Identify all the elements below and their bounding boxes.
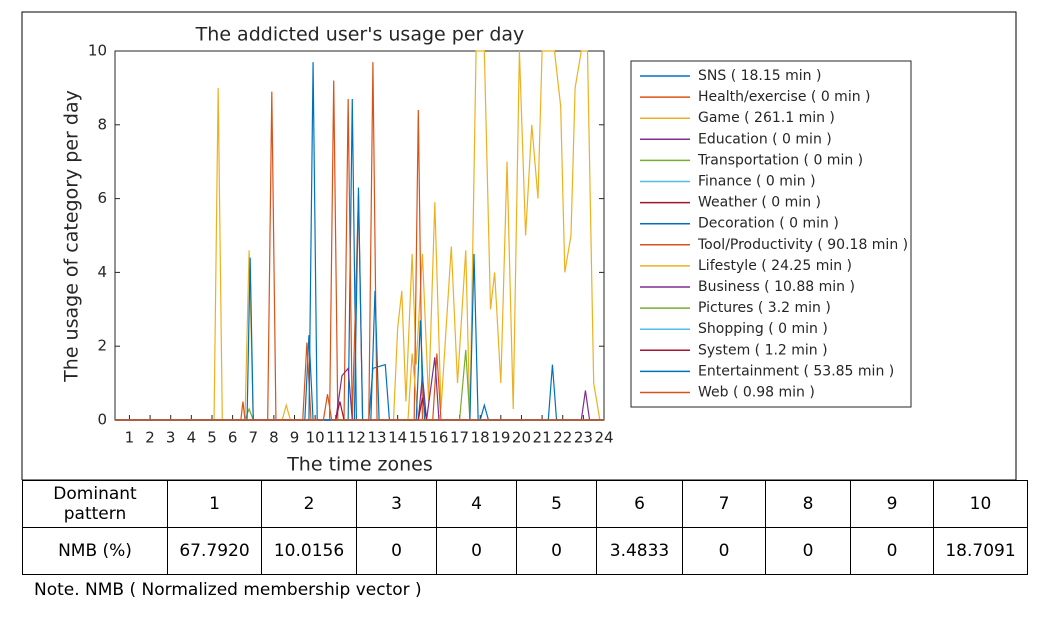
table-cell: 0 — [436, 527, 517, 575]
x-tick-label: 6 — [228, 429, 238, 447]
x-tick-label: 4 — [187, 429, 197, 447]
x-tick-label: 22 — [553, 429, 572, 447]
table-cell: 0 — [516, 527, 597, 575]
y-tick-label: 10 — [88, 42, 107, 60]
legend-label: Health/exercise ( 0 min ) — [698, 89, 871, 105]
legend-label: Weather ( 0 min ) — [698, 195, 821, 211]
x-tick-label: 13 — [367, 429, 386, 447]
legend-label: Shopping ( 0 min ) — [698, 321, 828, 337]
table-cell: 3 — [356, 480, 437, 528]
table-cell: 0 — [765, 527, 851, 575]
table-cell: 5 — [516, 480, 597, 528]
table-cell: 10 — [933, 480, 1028, 528]
x-tick-label: 17 — [450, 429, 469, 447]
legend-label: Tool/Productivity ( 90.18 min ) — [697, 237, 908, 253]
table-cell: 67.7920 — [167, 527, 262, 575]
x-tick-label: 11 — [326, 429, 345, 447]
legend-label: Game ( 261.1 min ) — [698, 110, 835, 126]
table-cell: 8 — [765, 480, 851, 528]
table-cell: Dominant pattern — [22, 480, 168, 528]
legend-label: Transportation ( 0 min ) — [697, 152, 863, 168]
x-tick-label: 9 — [290, 429, 300, 447]
x-tick-label: 23 — [574, 429, 593, 447]
legend-label: Decoration ( 0 min ) — [698, 216, 839, 232]
table-cell: 4 — [436, 480, 517, 528]
table-row: Dominant pattern 1 2 3 4 5 6 7 8 9 10 — [22, 480, 1028, 528]
chart-frame — [21, 11, 1017, 480]
legend-label: Pictures ( 3.2 min ) — [698, 300, 831, 316]
x-tick-label: 7 — [248, 429, 258, 447]
legend-label: Business ( 10.88 min ) — [698, 279, 855, 295]
x-tick-label: 8 — [269, 429, 279, 447]
note: Note. NMB ( Normalized membership vector… — [34, 580, 422, 600]
table-cell: 18.7091 — [933, 527, 1028, 575]
legend-label: Entertainment ( 53.85 min ) — [698, 363, 894, 379]
chart: The addicted user's usage per day The ti… — [21, 11, 1017, 480]
table-cell: 6 — [596, 480, 683, 528]
line — [115, 50, 604, 421]
x-tick-label: 20 — [512, 429, 531, 447]
y-tick-label: 0 — [97, 411, 107, 429]
x-tick-label: 2 — [145, 429, 155, 447]
legend-label: SNS ( 18.15 min ) — [698, 68, 821, 84]
x-tick-label: 3 — [166, 429, 176, 447]
table-cell: 2 — [261, 480, 357, 528]
table-cell: 7 — [682, 480, 766, 528]
table-cell: 10.0156 — [261, 527, 357, 575]
chart-title: The addicted user's usage per day — [195, 24, 525, 46]
line — [115, 394, 604, 421]
table-cell: NMB (%) — [22, 527, 168, 575]
x-tick-label: 15 — [409, 429, 428, 447]
y-tick-label: 8 — [97, 115, 107, 133]
x-tick-label: 19 — [491, 429, 510, 447]
x-tick-label: 1 — [125, 429, 135, 447]
table-row: NMB (%) 67.7920 10.0156 0 0 0 3.4833 0 0 0 18.7091 — [22, 527, 1028, 575]
x-tick-label: 14 — [388, 429, 407, 447]
x-tick-label: 18 — [471, 429, 490, 447]
x-tick-label: 16 — [429, 429, 448, 447]
x-tick-label: 24 — [594, 429, 613, 447]
legend-label: System ( 1.2 min ) — [698, 342, 828, 358]
line — [115, 357, 604, 421]
y-tick-label: 2 — [97, 337, 107, 355]
line — [115, 62, 604, 421]
table-cell: 3.4833 — [596, 527, 683, 575]
legend-label: Education ( 0 min ) — [698, 131, 832, 147]
x-tick-label: 5 — [207, 429, 217, 447]
table-cell: 9 — [850, 480, 934, 528]
legend-label: Lifestyle ( 24.25 min ) — [698, 258, 852, 274]
table-cell: 0 — [850, 527, 934, 575]
y-tick-label: 4 — [97, 263, 107, 281]
x-tick-label: 12 — [347, 429, 366, 447]
table: Dominant pattern 1 2 3 4 5 6 7 8 9 10 NMB (%) 67.792… — [22, 480, 1028, 575]
x-tick-label: 21 — [533, 429, 552, 447]
y-axis-label: The usage of category per day — [61, 90, 83, 383]
x-axis-label: The time zones — [286, 454, 433, 476]
legend-label: Web ( 0.98 min ) — [698, 385, 815, 401]
table-cell: 0 — [356, 527, 437, 575]
table-cell: 0 — [682, 527, 766, 575]
y-tick-label: 6 — [97, 189, 107, 207]
x-tick-label: 10 — [306, 429, 325, 447]
legend-label: Finance ( 0 min ) — [698, 174, 816, 190]
table-cell: 1 — [167, 480, 262, 528]
